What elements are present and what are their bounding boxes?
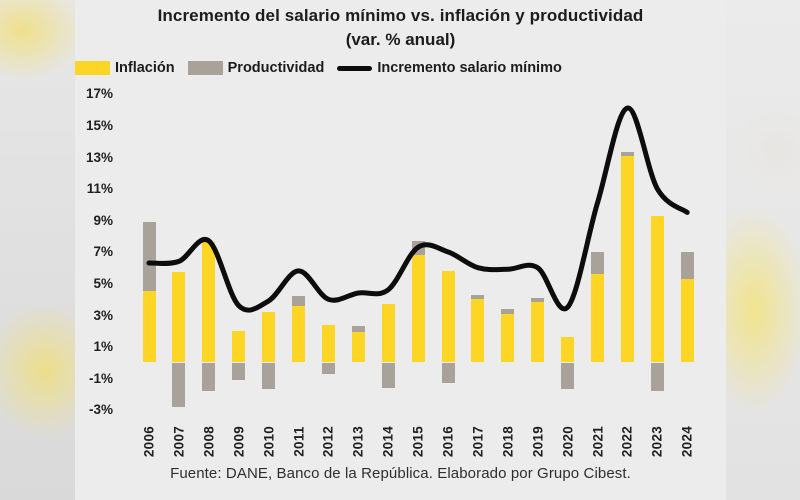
inflation-bar-2016	[441, 270, 455, 363]
y-axis-tick: -3%	[88, 402, 113, 418]
productivity-bar-2015	[411, 240, 425, 256]
source-note: Fuente: DANE, Banco de la República. Ela…	[170, 465, 631, 482]
y-axis-tick: -1%	[88, 370, 113, 386]
legend-label-inflacion: Inflación	[115, 60, 175, 76]
x-axis-label-2016: 2016	[440, 425, 456, 458]
x-axis-label-2022: 2022	[619, 425, 635, 458]
x-axis-label-2008: 2008	[201, 425, 217, 458]
y-axis-tick: 15%	[85, 118, 113, 133]
productivity-bar-2019	[531, 297, 545, 303]
inflation-bar-2023	[650, 215, 664, 363]
chart-panel: Incremento del salario mínimo vs. inflac…	[75, 0, 726, 500]
productivity-swatch	[187, 61, 223, 75]
x-axis-label-2023: 2023	[649, 425, 665, 458]
productivity-bar-2010	[262, 362, 276, 390]
inflation-bar-2007	[172, 272, 186, 363]
inflation-bar-2006	[142, 291, 156, 363]
inflation-bar-2015	[411, 255, 425, 363]
x-axis-label-2017: 2017	[470, 425, 486, 458]
y-axis-tick: 13%	[85, 149, 113, 165]
productivity-bar-2017	[471, 294, 485, 300]
blurred-background-left	[0, 0, 75, 500]
inflation-bar-2008	[202, 242, 216, 363]
inflation-bar-2010	[262, 311, 276, 363]
y-axis-tick: 5%	[93, 276, 113, 291]
inflation-bar-2018	[501, 313, 515, 363]
productivity-bar-2014	[381, 362, 395, 388]
y-axis-tick: 9%	[93, 212, 113, 228]
legend-label-productividad: Productividad	[227, 60, 325, 76]
productivity-bar-2013	[351, 326, 365, 333]
y-axis-tick: 3%	[93, 307, 113, 323]
x-axis-label-2011: 2011	[291, 426, 306, 457]
inflation-bar-2019	[531, 302, 545, 363]
inflation-bar-2012	[321, 324, 335, 363]
productivity-bar-2008	[202, 362, 216, 391]
productivity-bar-2018	[501, 308, 515, 314]
chart-subtitle: (var. % anual)	[345, 30, 456, 49]
inflation-bar-2017	[471, 299, 485, 363]
x-axis-label-2024: 2024	[679, 425, 695, 458]
x-axis-label-2010: 2010	[261, 425, 277, 458]
x-axis-label-2012: 2012	[320, 425, 336, 458]
productivity-bar-2016	[441, 362, 455, 384]
x-axis-label-2009: 2009	[231, 425, 247, 458]
productivity-bar-2011	[292, 296, 305, 306]
y-axis-tick: 11%	[86, 181, 113, 197]
x-axis-label-2006: 2006	[141, 425, 157, 458]
x-axis-label-2021: 2021	[590, 425, 605, 458]
y-axis-tick: 1%	[93, 339, 113, 355]
x-axis-label-2020: 2020	[560, 425, 576, 458]
x-axis-label-2013: 2013	[350, 425, 366, 458]
y-axis-tick: 17%	[85, 86, 113, 102]
x-axis-label-2018: 2018	[500, 425, 516, 458]
inflation-bar-2022	[620, 155, 634, 363]
productivity-bar-2009	[232, 362, 246, 380]
productivity-bar-2022	[620, 152, 634, 156]
inflation-bar-2020	[561, 337, 575, 363]
inflation-bar-2024	[680, 278, 694, 363]
chart-title: Incremento del salario mínimo vs. inflac…	[157, 6, 644, 25]
x-axis-label-2015: 2015	[410, 425, 426, 458]
productivity-bar-2012	[321, 362, 335, 374]
productivity-bar-2007	[172, 362, 186, 407]
productivity-bar-2021	[591, 251, 604, 274]
legend: Inflación Productividad Incremento salar…	[75, 58, 562, 78]
blurred-background-right	[726, 0, 800, 500]
legend-item-inflacion: Inflación	[75, 60, 175, 76]
inflation-bar-2009	[232, 330, 246, 363]
legend-item-productividad: Productividad	[187, 60, 325, 76]
inflation-swatch	[75, 61, 110, 75]
legend-item-salario-minimo: Incremento salario mínimo	[337, 60, 562, 76]
legend-label-salario-minimo: Incremento salario mínimo	[377, 60, 562, 76]
inflation-bar-2021	[591, 274, 604, 363]
salary-line-swatch	[337, 65, 373, 71]
productivity-bar-2020	[561, 362, 575, 390]
productivity-bar-2006	[142, 221, 156, 292]
x-axis-label-2007: 2007	[171, 425, 187, 458]
inflation-bar-2011	[292, 305, 305, 363]
productivity-bar-2023	[650, 362, 664, 391]
plot-area: 17% 15% 13% 11% 9% 7% 5% 3% 1% -1% -3% 2006 2007 2008…	[75, 0, 726, 500]
productivity-bar-2024	[680, 251, 694, 279]
inflation-bar-2014	[381, 304, 395, 363]
x-axis-label-2014: 2014	[380, 425, 396, 458]
y-axis-tick: 7%	[93, 244, 113, 260]
x-axis-label-2019: 2019	[530, 425, 546, 458]
inflation-bar-2013	[351, 332, 365, 363]
